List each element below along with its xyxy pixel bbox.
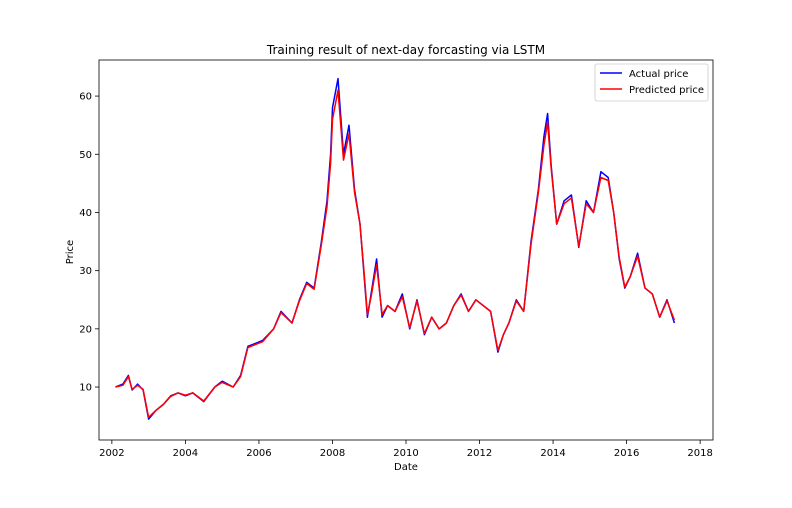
y-tick-label: 60	[79, 92, 92, 103]
x-tick-label: 2006	[246, 448, 271, 459]
x-tick-label: 2008	[320, 448, 345, 459]
x-tick-label: 2012	[467, 448, 492, 459]
y-tick-label: 30	[79, 266, 92, 277]
x-tick-label: 2002	[99, 448, 124, 459]
x-axis: 2002 2004 2006 2008 2010 2012 2014 2016 2018	[99, 440, 713, 459]
x-tick-label: 2004	[173, 448, 198, 459]
legend-label-actual-price: Actual price	[629, 69, 688, 80]
x-tick-label: 2010	[393, 448, 418, 459]
y-tick-label: 10	[79, 383, 92, 394]
x-axis-label: Date	[394, 462, 418, 473]
y-axis-label: Price	[65, 240, 76, 264]
y-tick-label: 50	[79, 150, 92, 161]
legend-box	[594, 63, 709, 102]
chart-title: Training result of next-day forcasting v…	[266, 43, 545, 57]
x-tick-label: 2016	[614, 448, 639, 459]
y-axis: 10 20 30 40 50 60	[79, 92, 99, 394]
plot-area-frame	[98, 59, 714, 441]
x-tick-label: 2014	[540, 448, 565, 459]
series-line-predicted-price	[115, 89, 676, 419]
y-tick-label: 20	[79, 324, 92, 335]
y-tick-label: 40	[79, 208, 92, 219]
series-layer	[115, 77, 676, 420]
legend: Actual price Predicted price	[594, 63, 709, 102]
x-tick-label: 2018	[687, 448, 712, 459]
legend-label-predicted-price: Predicted price	[629, 85, 704, 96]
